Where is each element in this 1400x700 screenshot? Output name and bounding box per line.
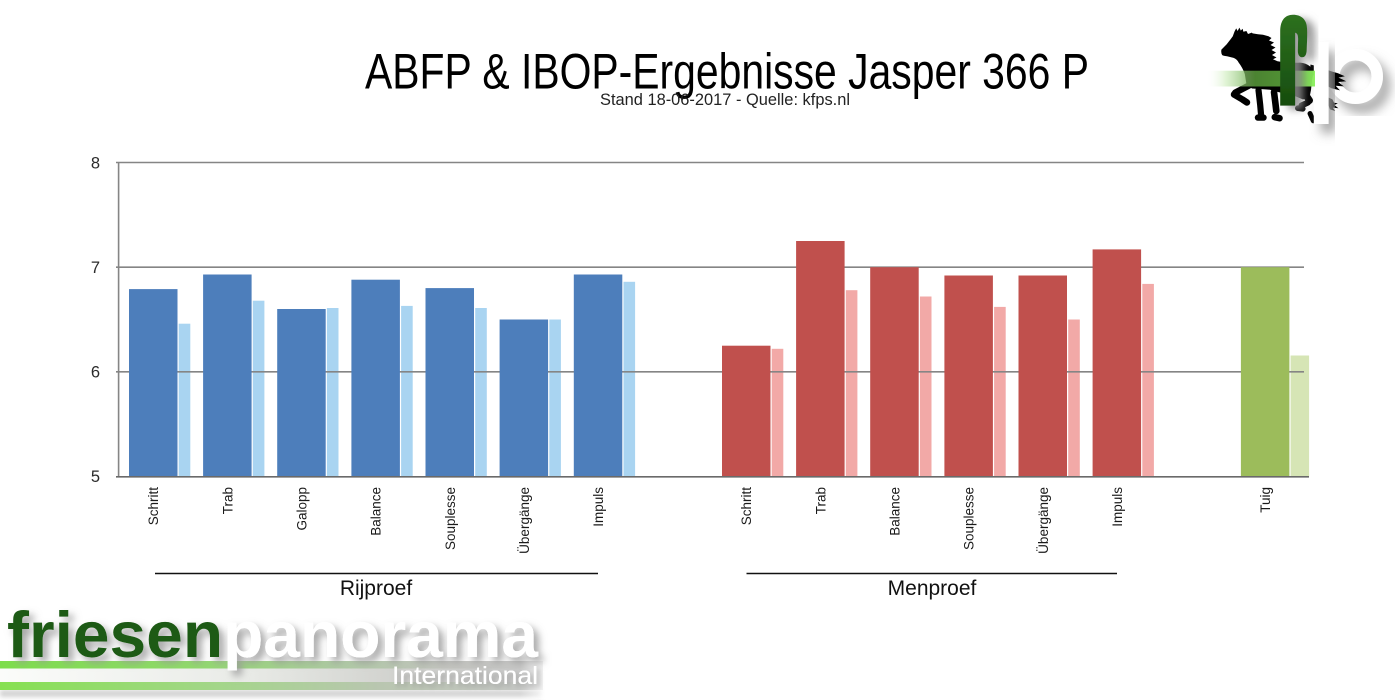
svg-text:Rijproef: Rijproef (340, 577, 413, 600)
svg-text:5: 5 (91, 468, 100, 486)
svg-text:Balance: Balance (369, 487, 384, 536)
svg-text:friesenpanorama: friesenpanorama (7, 599, 539, 671)
svg-text:friesenpanorama: friesenpanorama (7, 599, 539, 671)
svg-text:Schritt: Schritt (739, 487, 754, 526)
svg-text:Trab: Trab (220, 487, 235, 514)
svg-text:ABFP & IBOP-Ergebnisse Jasper: ABFP & IBOP-Ergebnisse Jasper 366 P (365, 44, 1089, 100)
svg-text:Balance: Balance (888, 487, 903, 536)
svg-text:7: 7 (91, 259, 100, 277)
svg-text:8: 8 (91, 155, 100, 173)
svg-text:Übergänge: Übergänge (517, 487, 532, 554)
svg-text:Menproef: Menproef (888, 577, 977, 600)
svg-text:Souplesse: Souplesse (962, 487, 977, 550)
svg-text:Impuls: Impuls (591, 487, 606, 527)
svg-text:6: 6 (91, 364, 100, 382)
svg-text:Schritt: Schritt (146, 487, 161, 526)
svg-text:Impuls: Impuls (1110, 487, 1125, 527)
svg-text:International: International (392, 662, 538, 690)
svg-text:Tuig: Tuig (1258, 487, 1273, 513)
svg-text:International: International (392, 662, 538, 690)
svg-text:Trab: Trab (813, 487, 828, 514)
svg-text:Übergänge: Übergänge (1036, 487, 1051, 554)
svg-text:Souplesse: Souplesse (443, 487, 458, 550)
svg-text:Galopp: Galopp (294, 487, 309, 531)
svg-text:Stand 18-06-2017 - Quelle: kfp: Stand 18-06-2017 - Quelle: kfps.nl (600, 90, 850, 109)
